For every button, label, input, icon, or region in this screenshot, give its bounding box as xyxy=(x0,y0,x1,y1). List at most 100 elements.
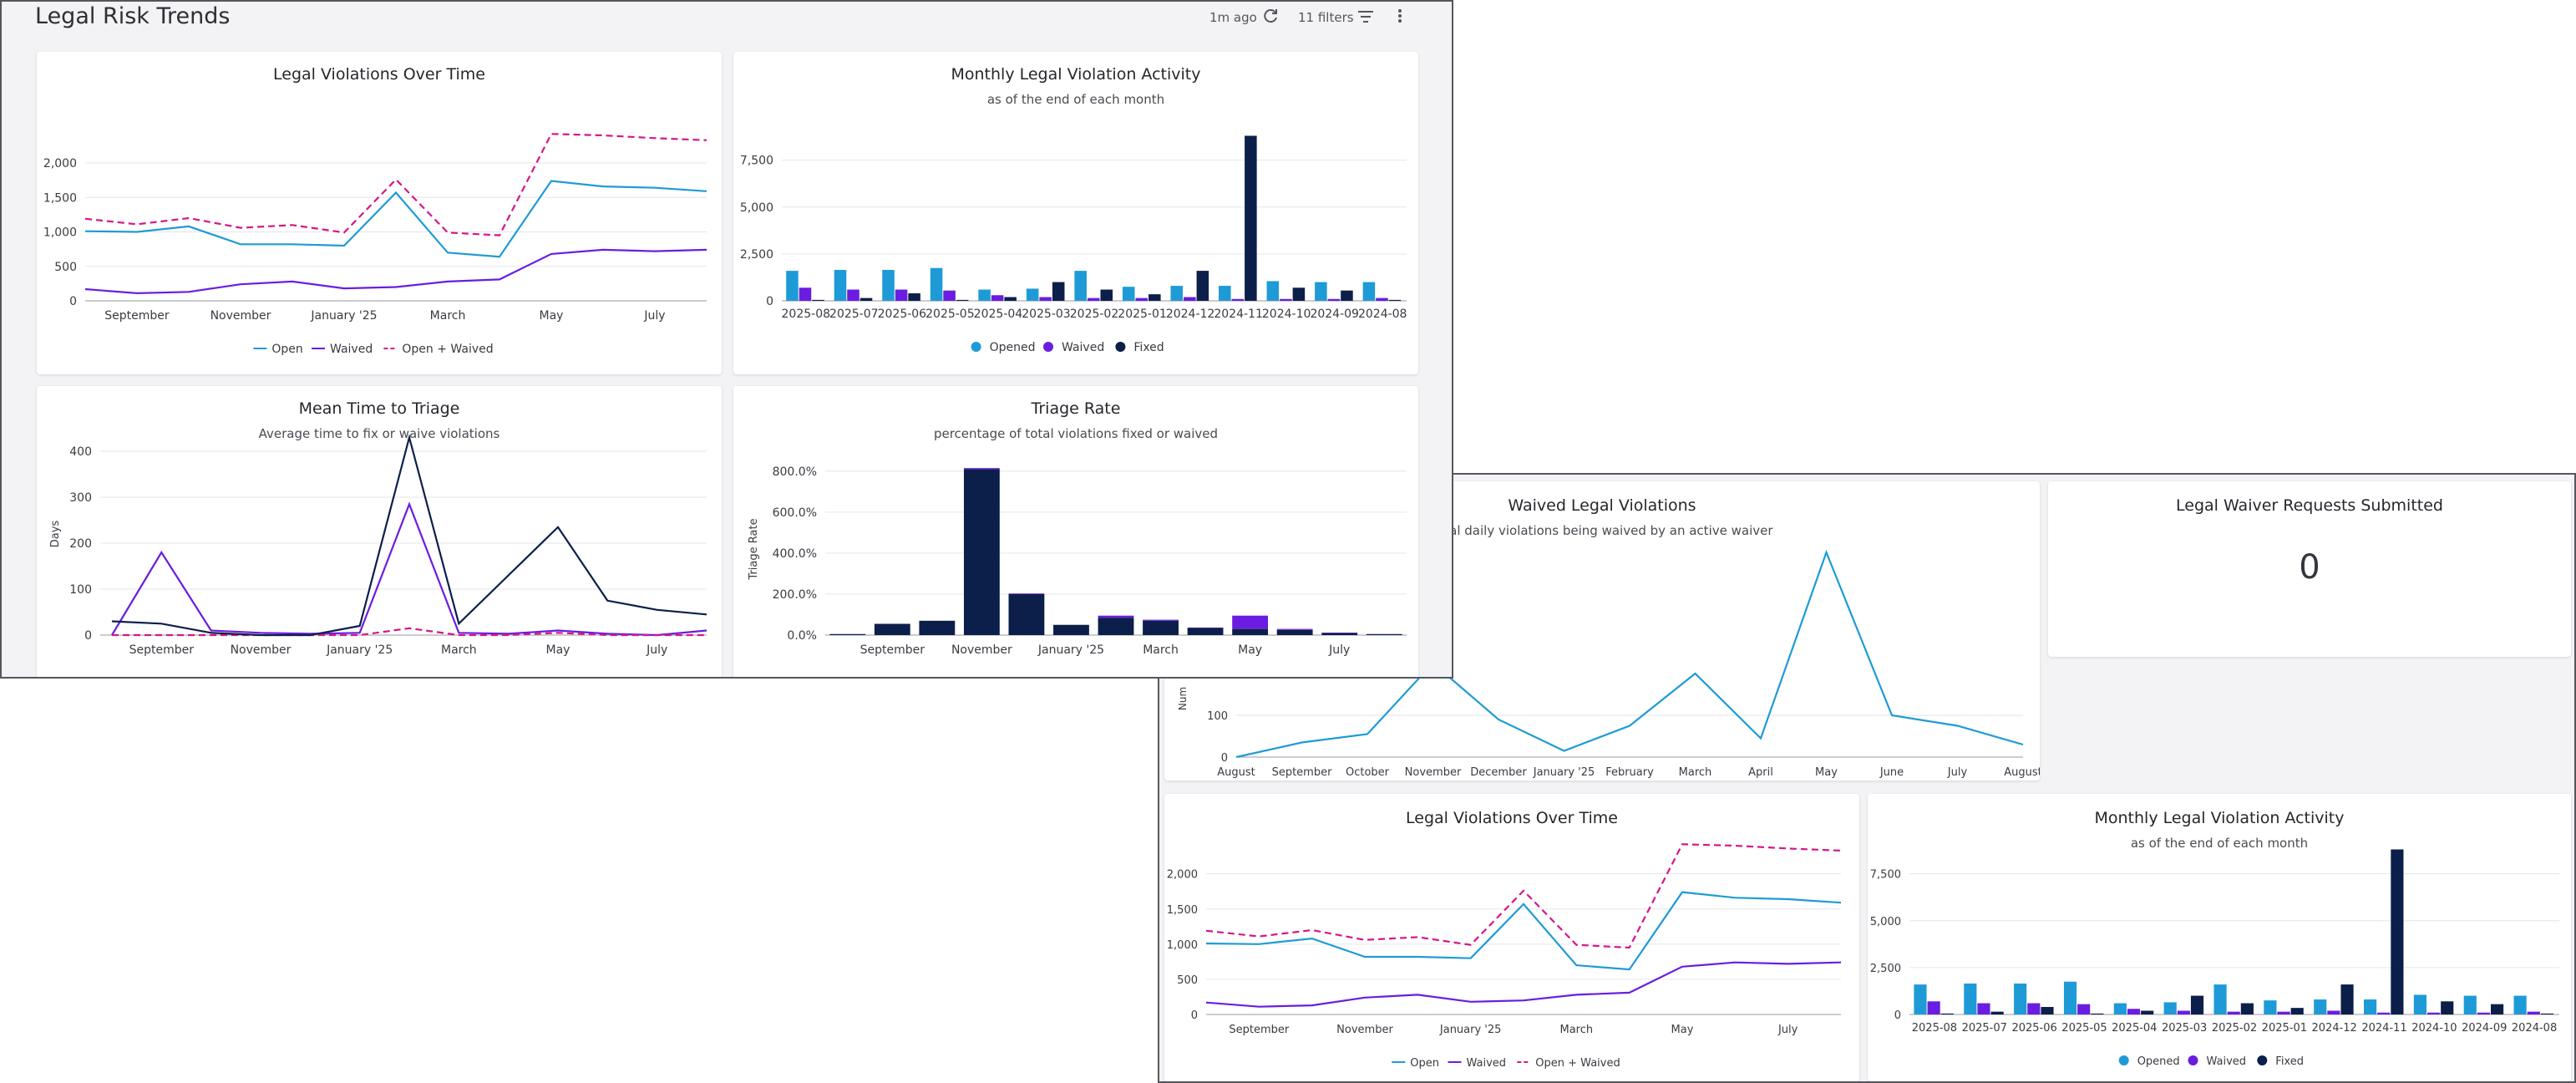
x-tick-label: 2024-10 xyxy=(1262,308,1311,321)
bar-waived xyxy=(2277,1011,2290,1014)
bar-waived xyxy=(2177,1010,2190,1014)
bar-opened xyxy=(1170,286,1184,301)
x-tick-label: August xyxy=(2004,766,2040,779)
violations-over-time-chart: 0 500 1,000 1,500 2,000 September November Janu… xyxy=(43,133,707,356)
bar-opened xyxy=(2364,999,2377,1014)
x-tick-label: 2024-09 xyxy=(1310,308,1359,321)
bar-waived xyxy=(1135,297,1149,301)
y-tick-label: 1,000 xyxy=(1167,939,1198,952)
bar-waived xyxy=(2377,1012,2391,1014)
bar-opened xyxy=(2463,995,2477,1014)
chart-subtitle: Average time to fix or waive violations xyxy=(258,426,500,441)
chart-title: Monthly Legal Violation Activity xyxy=(951,65,1201,84)
x-tick-label: June xyxy=(1879,766,1904,779)
legend-label: Open xyxy=(271,343,302,356)
y-tick-label: 100 xyxy=(69,583,92,597)
y-tick-label: 1,500 xyxy=(43,191,77,205)
y-tick-label: 500 xyxy=(1177,974,1198,987)
bar-waived xyxy=(1232,615,1269,629)
x-tick-label: 2024-09 xyxy=(2462,1022,2507,1035)
y-tick-label: 800.0% xyxy=(773,465,817,479)
bar-fixed xyxy=(2491,1004,2504,1014)
bar-opened xyxy=(1026,288,1039,301)
y-tick-label: 5,000 xyxy=(740,201,773,215)
bar-waived xyxy=(1184,297,1196,301)
x-tick-label: January '25 xyxy=(1439,1024,1502,1036)
bar-waived xyxy=(1280,298,1292,301)
bar-opened xyxy=(1362,282,1376,301)
y-tick-label: 1,000 xyxy=(43,226,77,240)
refresh-icon[interactable] xyxy=(1261,7,1280,29)
x-tick-label: September xyxy=(129,643,195,657)
x-tick-label: 2025-03 xyxy=(1022,308,1071,321)
chart-title: Mean Time to Triage xyxy=(298,399,460,418)
bar-fixed xyxy=(2340,984,2354,1014)
bar-opened xyxy=(978,289,991,301)
y-tick-label: 200.0% xyxy=(773,588,817,602)
x-tick-label: September xyxy=(860,643,925,657)
bar-opened xyxy=(1964,983,1977,1014)
x-tick-label: 2024-08 xyxy=(2512,1022,2557,1035)
x-tick-label: 2024-11 xyxy=(2361,1022,2406,1035)
bar-fixed xyxy=(1143,620,1179,635)
x-tick-label: July xyxy=(1947,766,1968,779)
bar-waived xyxy=(847,289,860,301)
bar-waived xyxy=(2327,1010,2340,1014)
bar-fixed xyxy=(829,633,866,635)
series-line-waived xyxy=(1205,961,1842,1008)
bar-waived xyxy=(2077,1004,2091,1014)
legend-label: Open + Waived xyxy=(402,343,493,356)
bar-opened xyxy=(2314,999,2327,1014)
legend-swatch xyxy=(1115,342,1126,352)
bar-fixed xyxy=(812,299,824,301)
y-tick-label: 100 xyxy=(1207,710,1228,723)
bar-waived xyxy=(799,287,812,301)
x-tick-label: March xyxy=(430,309,466,323)
bar-waived xyxy=(1376,297,1388,301)
chart-subtitle: as of the end of each month xyxy=(986,92,1165,107)
x-tick-label: July xyxy=(646,643,667,657)
bar-fixed xyxy=(1052,282,1065,301)
legend-swatch xyxy=(2118,1055,2129,1065)
more-vert-icon[interactable] xyxy=(1395,7,1405,29)
legend-label: Waived xyxy=(1062,341,1104,354)
legend-label: Opened xyxy=(990,341,1036,354)
bar-opened xyxy=(1074,271,1087,301)
x-tick-label: 2025-08 xyxy=(1912,1022,1957,1035)
bar-waived xyxy=(991,295,1004,301)
legend-swatch xyxy=(971,342,981,352)
bar-fixed xyxy=(1245,135,1257,301)
monthly-activity-card-b: Monthly Legal Violation Activity as of t… xyxy=(1868,794,2571,1081)
legend-label: Open + Waived xyxy=(1535,1057,1620,1070)
y-tick-label: 5,000 xyxy=(1870,916,1901,928)
legend-label: Opened xyxy=(2137,1055,2180,1068)
x-tick-label: February xyxy=(1605,766,1654,779)
y-tick-label: 0 xyxy=(1894,1009,1901,1022)
y-tick-label: 2,000 xyxy=(43,157,77,170)
legend-swatch xyxy=(2188,1055,2198,1065)
mean-time-to-triage-chart: 0 100 200 300 400 Days September November Januar… xyxy=(49,434,707,657)
bar-waived xyxy=(1039,297,1052,301)
y-tick-label: 500 xyxy=(54,261,77,274)
x-tick-label: March xyxy=(1143,643,1179,657)
waived-violations-title: Waived Legal Violations xyxy=(1508,496,1696,515)
bar-opened xyxy=(1122,287,1135,301)
chart-title: Monthly Legal Violation Activity xyxy=(2094,809,2345,827)
x-tick-label: 2024-08 xyxy=(1358,308,1407,321)
triage-rate-chart: 0.0% 200.0% 400.0% 600.0% 800.0% Triage Rate S… xyxy=(748,465,1407,657)
bar-fixed xyxy=(963,469,1000,635)
bar-opened xyxy=(1266,281,1280,301)
triage-rate-card: Triage Rate percentage of total violatio… xyxy=(733,386,1418,677)
bar-waived xyxy=(1231,298,1245,301)
x-tick-label: August xyxy=(1217,766,1255,779)
y-axis-label: Triage Rate xyxy=(748,518,760,580)
y-tick-label: 2,500 xyxy=(1870,963,1901,975)
bar-opened xyxy=(2014,983,2027,1014)
filters-count[interactable]: 11 filters xyxy=(1298,10,1354,25)
x-tick-label: September xyxy=(1229,1024,1290,1036)
bar-waived xyxy=(1276,628,1313,630)
bar-opened xyxy=(2163,1002,2177,1014)
filter-icon[interactable] xyxy=(1356,8,1375,29)
x-tick-label: 2025-05 xyxy=(2061,1022,2107,1035)
